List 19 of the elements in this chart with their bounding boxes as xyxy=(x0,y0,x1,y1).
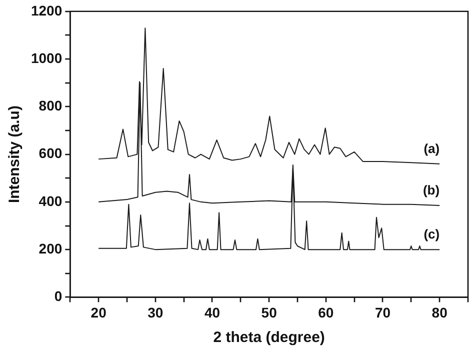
x-tick-label: 80 xyxy=(432,304,448,320)
y-tick-label: 600 xyxy=(38,145,62,162)
y-tick-label: 1200 xyxy=(30,2,62,18)
x-axis-title: 2 theta (degree) xyxy=(213,329,325,346)
x-tick-label: 20 xyxy=(90,304,107,320)
x-tick-label: 50 xyxy=(261,304,278,320)
x-tick-label: 60 xyxy=(318,304,334,320)
x-tick-label: 40 xyxy=(204,304,220,320)
series-label: (c) xyxy=(424,226,440,242)
y-axis-title: Intensity (a.u) xyxy=(6,106,24,204)
y-tick-label: 0 xyxy=(54,288,62,304)
series-label: (b) xyxy=(422,182,440,198)
y-tick-label: 800 xyxy=(38,98,62,114)
y-tick-label: 400 xyxy=(38,192,62,209)
x-tick-label: 30 xyxy=(148,304,164,320)
x-tick-label: 70 xyxy=(374,304,391,320)
y-tick-label: 200 xyxy=(38,240,62,256)
y-tick-label: 1000 xyxy=(30,50,62,66)
series-label: (a) xyxy=(424,140,440,156)
